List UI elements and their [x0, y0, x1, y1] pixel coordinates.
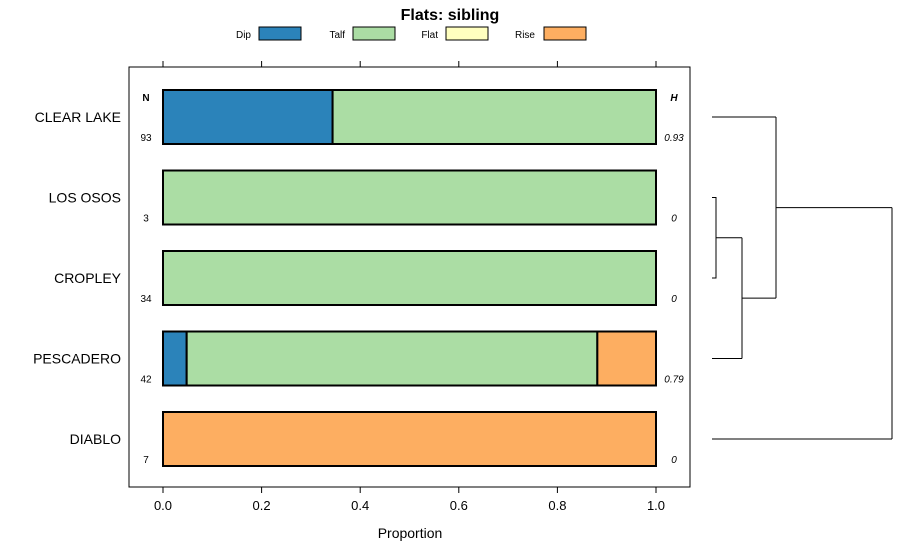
legend-swatch-talf [352, 26, 396, 41]
chart-title: Flats: sibling [401, 7, 500, 24]
dendro-los-osos-cropley [712, 197, 717, 279]
row-clear-lake: CLEAR LAKE 93 0.93 [35, 89, 684, 145]
row-label-clear-lake: CLEAR LAKE [35, 109, 121, 125]
legend-label-talf: Talf [329, 30, 345, 41]
legend-label-rise: Rise [515, 30, 535, 41]
x-tick-label-2: 0.4 [351, 498, 369, 513]
row-label-pescadero: PESCADERO [33, 351, 121, 367]
h-value-cropley: 0 [671, 294, 677, 305]
bar-segment-pescadero-dip [162, 330, 188, 387]
n-value-diablo: 7 [143, 455, 149, 466]
row-los-osos: LOS OSOS 3 0 [49, 169, 677, 226]
h-value-clear-lake: 0.93 [664, 133, 684, 144]
row-label-cropley: CROPLEY [54, 270, 122, 286]
x-axis: 0.0 0.2 0.4 0.6 0.8 1.0 [154, 487, 665, 513]
legend-swatch-dip [258, 26, 302, 41]
bar-segment-diablo-rise [162, 411, 657, 467]
bar-segment-cropley-talf [162, 250, 657, 306]
h-value-diablo: 0 [671, 455, 677, 466]
n-value-pescadero: 42 [140, 375, 152, 386]
bar-rows: CLEAR LAKE 93 0.93 LOS OSOS 3 0 CROPLEY 34 0 PESC… [33, 89, 684, 467]
legend: Dip Talf Flat Rise [236, 26, 587, 41]
bar-segment-pescadero-rise [596, 330, 658, 387]
bar-segment-los-osos-talf [162, 169, 657, 226]
n-value-clear-lake: 93 [140, 133, 152, 144]
x-tick-label-3: 0.6 [450, 498, 468, 513]
x-tick-label-4: 0.8 [548, 498, 566, 513]
x-tick-label-0: 0.0 [154, 498, 172, 513]
x-tick-label-1: 0.2 [253, 498, 271, 513]
row-diablo: DIABLO 7 0 [70, 411, 677, 467]
h-value-pescadero: 0.79 [664, 375, 684, 386]
n-header: N [142, 93, 149, 104]
x-tick-label-5: 1.0 [647, 498, 665, 513]
legend-swatch-rise [543, 26, 587, 41]
bar-segment-pescadero-talf [185, 330, 599, 387]
n-value-los-osos: 3 [143, 214, 149, 225]
top-axis [162, 61, 657, 67]
dendrogram [712, 116, 893, 440]
h-value-los-osos: 0 [671, 214, 677, 225]
plot-panel [128, 66, 691, 488]
row-label-los-osos: LOS OSOS [49, 190, 121, 206]
bar-segment-clear-lake-dip [162, 89, 334, 145]
legend-label-flat: Flat [421, 30, 438, 41]
n-value-cropley: 34 [140, 294, 152, 305]
row-label-diablo: DIABLO [70, 431, 121, 447]
bar-segment-clear-lake-talf [331, 89, 657, 145]
legend-swatch-flat [445, 26, 489, 41]
row-cropley: CROPLEY 34 0 [54, 250, 677, 306]
h-header: H [670, 93, 678, 104]
x-axis-title: Proportion [378, 525, 443, 541]
row-pescadero: PESCADERO 42 0.79 [33, 330, 684, 387]
legend-label-dip: Dip [236, 30, 251, 41]
